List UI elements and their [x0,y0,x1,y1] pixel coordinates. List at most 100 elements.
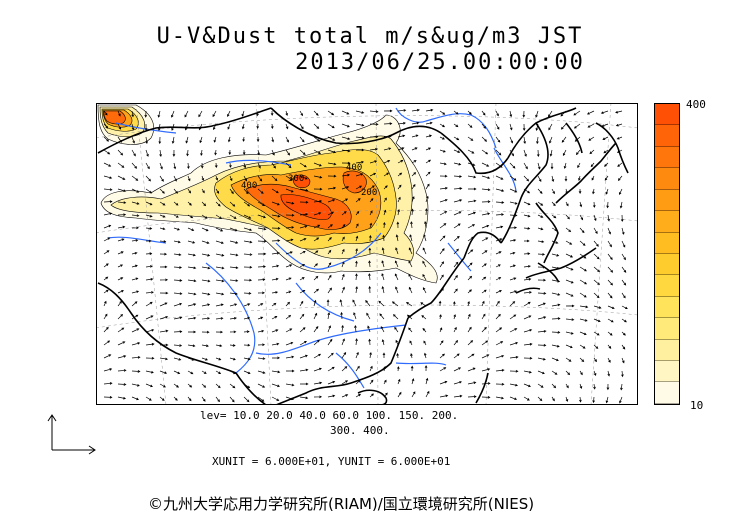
wind-arrow [341,324,344,333]
colorbar [654,103,680,405]
wind-arrow [285,162,292,169]
wind-arrow [600,110,609,114]
wind-arrow [201,279,211,283]
wind-arrow [257,303,264,307]
wind-arrow [509,238,517,242]
wind-arrow [158,136,162,145]
wind-arrow [117,300,122,307]
wind-arrow [117,277,124,281]
wind-arrow [313,381,323,385]
wind-arrow [395,234,399,242]
wind-arrow [257,162,261,169]
wind-arrow [327,394,336,398]
wind-arrow [313,187,323,191]
wind-arrow [103,162,112,167]
wind-arrow [313,339,320,346]
wind-arrow [495,300,500,307]
wind-arrow [313,224,321,229]
wind-arrow [228,149,232,156]
wind-arrow [467,353,475,359]
wind-arrow [523,201,531,206]
wind-arrow [145,201,153,206]
wind-arrow [145,175,151,182]
wind-arrow [215,292,225,296]
wind-arrow [467,300,470,307]
wind-arrow [172,149,176,157]
wind-arrow [453,394,463,398]
contour-label: 300 [288,174,304,184]
wind-arrow [227,110,231,117]
wind-arrow [341,338,345,346]
wind-arrow [481,313,486,320]
wind-arrow [575,149,581,156]
wind-arrow [313,149,322,155]
wind-arrow [565,396,569,402]
wind-arrow [146,239,152,243]
chart-title: U-V&Dust total m/s&ug/m3 JST [156,24,584,49]
wind-arrow [395,286,399,294]
wind-arrow [369,365,373,372]
contour-label: 400 [241,181,257,191]
wind-arrow [565,279,574,284]
colorbar-step [655,361,679,383]
wind-arrow [509,188,518,193]
wind-arrow [215,214,222,219]
wind-arrow [159,214,166,218]
contour-label: 400 [346,163,362,173]
wind-arrow [593,266,600,273]
wind-arrow [453,162,462,166]
wind-arrow [117,355,127,359]
wind-arrow [607,292,613,299]
wind-arrow [523,277,532,281]
wind-arrow [229,396,235,403]
wind-arrow [439,248,445,255]
wind-arrow [548,110,553,118]
wind-arrow [509,201,518,205]
wind-arrow [562,149,567,156]
wind-arrow [229,253,239,257]
wind-arrow [243,383,251,389]
wind-arrow [103,123,109,129]
wind-arrow [286,369,295,373]
wind-arrow [381,273,385,281]
wind-arrow [368,260,371,268]
wind-arrow [229,227,238,232]
wind-arrow [551,253,560,257]
wind-arrow [341,394,349,398]
wind-arrow [257,175,263,182]
wind-arrow [452,301,456,307]
wind-arrow [285,226,295,229]
wind-arrow [117,327,125,333]
wind-arrow [299,149,306,155]
wind-arrow [495,238,503,242]
wind-arrow [257,316,264,320]
wind-arrow [313,110,319,116]
wind-arrow [145,136,149,145]
wind-arrow [565,304,575,308]
wind-arrow [439,261,445,268]
wind-arrow [271,149,275,156]
wind-arrow [509,341,519,346]
wind-arrow [103,300,107,307]
wind-arrow [229,175,233,182]
colorbar-step [655,382,679,404]
wind-arrow [341,236,345,242]
wind-arrow [551,383,557,389]
wind-arrow [229,344,236,347]
wind-arrow [285,123,289,130]
wind-arrow [313,237,320,242]
wind-arrow [411,108,420,112]
wind-arrow [173,344,183,347]
wind-arrow [173,279,183,282]
wind-arrow [159,227,166,231]
wind-arrow [495,123,500,130]
wind-arrow [551,201,556,207]
wind-arrow [565,383,569,389]
wind-arrow [243,240,253,244]
wind-arrow [550,163,554,170]
wind-arrow [565,357,572,362]
wind-arrow [405,301,413,307]
wind-arrow [593,214,597,222]
wind-arrow [579,331,587,336]
wind-arrow [354,324,357,333]
